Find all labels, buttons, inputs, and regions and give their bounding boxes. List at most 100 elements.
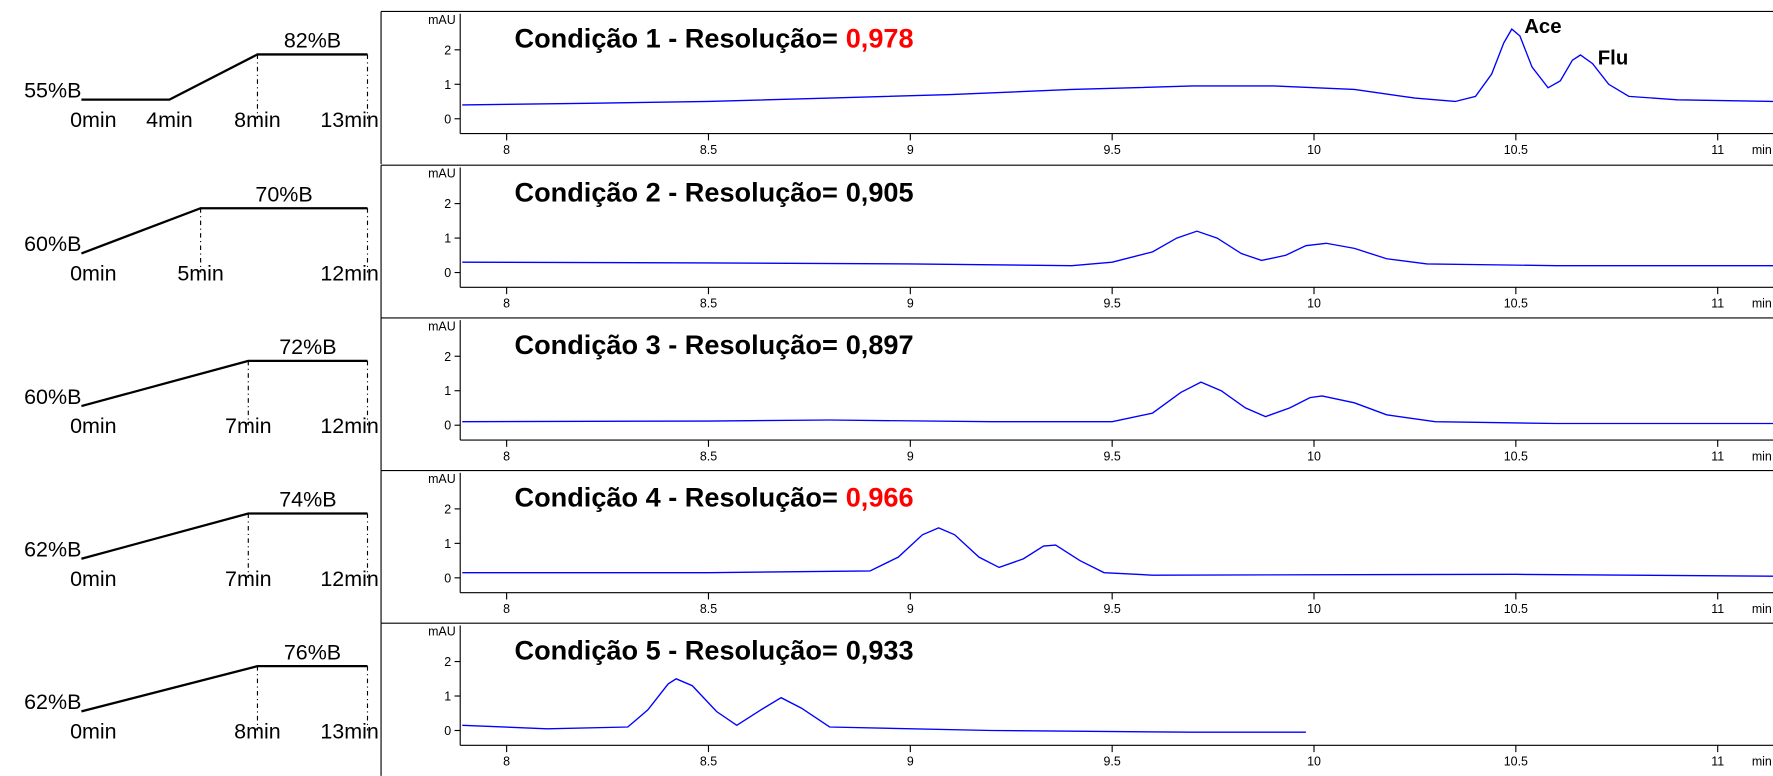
y-tick-label: 1 xyxy=(444,384,451,398)
x-tick-label: 11 xyxy=(1711,602,1724,616)
x-tick-label: 10.5 xyxy=(1504,449,1528,463)
resolution: 0,897 xyxy=(846,329,914,360)
title-text: Condição 5 - Resolução= xyxy=(514,634,837,665)
y-tick-label: 1 xyxy=(444,232,451,246)
gradient-time-label: 0min xyxy=(70,414,117,438)
y-tick-label: 1 xyxy=(444,690,451,704)
gradient-time-label: 7min xyxy=(225,414,272,438)
x-tick-label: 9 xyxy=(907,297,914,311)
x-tick-label: 11 xyxy=(1711,755,1724,769)
y-unit: mAU xyxy=(428,167,456,181)
y-unit: mAU xyxy=(428,319,456,333)
x-tick-label: 8 xyxy=(503,297,510,311)
x-unit: min xyxy=(1752,143,1772,157)
x-tick-label: 9.5 xyxy=(1104,449,1121,463)
gradient-end-label: 72%B xyxy=(279,335,336,359)
y-tick-label: 2 xyxy=(444,43,451,57)
gradient-end-label: 82%B xyxy=(284,29,341,53)
gradient-start-label: 55%B xyxy=(24,78,81,102)
x-unit: min xyxy=(1752,297,1772,311)
x-tick-label: 9.5 xyxy=(1104,755,1121,769)
title-text: Condição 2 - Resolução= xyxy=(514,176,837,207)
title-text: Condição 1 - Resolução= xyxy=(514,23,837,54)
title-text: Condição 3 - Resolução= xyxy=(514,329,837,360)
y-tick-label: 0 xyxy=(444,266,451,280)
panel-title: Condição 2 - Resolução= 0,905 xyxy=(514,176,913,207)
gradient-time-label: 12min xyxy=(320,262,378,286)
x-tick-label: 8 xyxy=(503,755,510,769)
gradient-time-label: 12min xyxy=(320,567,378,591)
x-tick-label: 8 xyxy=(503,143,510,157)
resolution: 0,966 xyxy=(846,482,914,513)
gradient-time-label: 0min xyxy=(70,567,117,591)
x-tick-label: 8 xyxy=(503,602,510,616)
x-unit: min xyxy=(1752,449,1772,463)
x-tick-label: 9.5 xyxy=(1104,297,1121,311)
gradient-time-label: 13min xyxy=(320,720,378,744)
gradient-end-label: 76%B xyxy=(284,640,341,664)
gradient-time-label: 0min xyxy=(70,720,117,744)
gradient-start-label: 62%B xyxy=(24,690,81,714)
x-tick-label: 9 xyxy=(907,602,914,616)
x-tick-label: 10.5 xyxy=(1504,602,1528,616)
chromatogram-line xyxy=(462,381,1773,425)
gradient-end-label: 70%B xyxy=(255,182,312,206)
x-tick-label: 10 xyxy=(1307,297,1321,311)
x-tick-label: 9.5 xyxy=(1104,602,1121,616)
x-tick-label: 11 xyxy=(1711,143,1724,157)
gradient-time-label: 0min xyxy=(70,262,117,286)
panel-title: Condição 1 - Resolução= 0,978 xyxy=(514,23,913,54)
gradient-time-label: 7min xyxy=(225,567,272,591)
x-unit: min xyxy=(1752,755,1772,769)
x-tick-label: 9 xyxy=(907,755,914,769)
gradient-profile xyxy=(81,53,368,101)
gradient-start-label: 62%B xyxy=(24,537,81,561)
gradient-start-label: 60%B xyxy=(24,385,81,409)
chromatogram-line xyxy=(462,28,1773,106)
gradient-time-label: 12min xyxy=(320,414,378,438)
resolution: 0,978 xyxy=(846,23,914,54)
y-tick-label: 2 xyxy=(444,350,451,364)
gradient-end-label: 74%B xyxy=(279,488,336,512)
x-tick-label: 10 xyxy=(1307,602,1321,616)
gradient-profile xyxy=(81,512,368,560)
x-tick-label: 8 xyxy=(503,449,510,463)
y-tick-label: 2 xyxy=(444,502,451,516)
gradient-time-label: 13min xyxy=(320,108,378,132)
peak-label: Ace xyxy=(1524,16,1561,38)
resolution: 0,933 xyxy=(846,634,914,665)
panel-title: Condição 5 - Resolução= 0,933 xyxy=(514,634,913,665)
gradient-time-label: 8min xyxy=(234,720,281,744)
x-tick-label: 11 xyxy=(1711,297,1724,311)
gradient-profile xyxy=(81,207,368,255)
x-tick-label: 11 xyxy=(1711,449,1724,463)
chromatogram-line xyxy=(462,527,1773,577)
chromatogram-line xyxy=(462,678,1306,733)
x-tick-label: 8.5 xyxy=(700,143,717,157)
x-tick-label: 9.5 xyxy=(1104,143,1121,157)
y-tick-label: 2 xyxy=(444,197,451,211)
x-tick-label: 9 xyxy=(907,143,914,157)
gradient-profile xyxy=(81,665,368,713)
y-unit: mAU xyxy=(428,625,456,639)
gradient-time-label: 4min xyxy=(146,108,193,132)
x-tick-label: 8.5 xyxy=(700,449,717,463)
x-tick-label: 8.5 xyxy=(700,602,717,616)
x-tick-label: 10 xyxy=(1307,143,1321,157)
gradient-time-label: 8min xyxy=(234,108,281,132)
x-tick-label: 10.5 xyxy=(1504,297,1528,311)
y-tick-label: 0 xyxy=(444,724,451,738)
y-tick-label: 1 xyxy=(444,78,451,92)
gradient-start-label: 60%B xyxy=(24,232,81,256)
gradient-time-label: 5min xyxy=(177,262,224,286)
panel-title: Condição 3 - Resolução= 0,897 xyxy=(514,329,913,360)
panel-title: Condição 4 - Resolução= 0,966 xyxy=(514,482,913,513)
x-tick-label: 10 xyxy=(1307,755,1321,769)
y-tick-label: 0 xyxy=(444,419,451,433)
y-tick-label: 1 xyxy=(444,537,451,551)
y-unit: mAU xyxy=(428,13,456,27)
gradient-time-label: 0min xyxy=(70,108,117,132)
title-text: Condição 4 - Resolução= xyxy=(514,482,837,513)
peak-label: Flu xyxy=(1598,48,1629,70)
